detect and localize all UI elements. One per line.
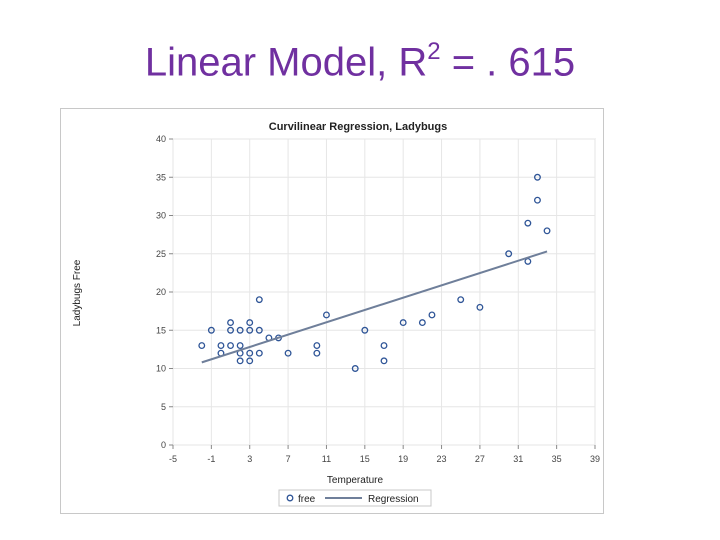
title-suffix: = . 615 — [440, 40, 576, 85]
data-point — [428, 311, 436, 319]
data-point — [246, 326, 254, 334]
data-point — [380, 357, 388, 365]
data-point — [227, 319, 234, 327]
regression-line — [201, 250, 548, 364]
data-point — [313, 342, 321, 349]
data-point — [236, 357, 244, 365]
x-tick-label: 15 — [360, 454, 370, 464]
x-axis-label: Temperature — [327, 475, 384, 486]
data-point — [418, 319, 426, 327]
data-point — [351, 365, 359, 372]
y-tick-label: 40 — [156, 134, 166, 144]
x-tick-label: 23 — [437, 454, 447, 464]
data-point — [198, 342, 206, 349]
axis-ticks: -5 -1 3 7 11 15 19 23 27 31 35 39 0 5 10 15 20 25 30 35 40 — [156, 134, 600, 464]
y-tick-label: 15 — [156, 325, 166, 335]
data-point — [236, 342, 244, 349]
y-tick-label: 25 — [156, 249, 166, 259]
data-point — [246, 349, 254, 357]
data-point — [457, 296, 465, 304]
x-tick-label: -5 — [169, 454, 177, 464]
y-tick-label: 10 — [156, 364, 166, 374]
title-prefix: Linear Model, R — [144, 40, 428, 85]
data-point — [380, 342, 388, 349]
y-axis-label: Ladybugs Free — [72, 259, 83, 326]
x-tick-label: 35 — [552, 454, 562, 464]
data-point — [361, 326, 369, 334]
data-point — [505, 250, 513, 258]
data-point — [227, 326, 234, 334]
chart-frame: Curvilinear Regression, Ladybugs -5 -1 3 7 1… — [60, 108, 604, 514]
x-tick-label: -1 — [207, 454, 215, 464]
data-point — [534, 196, 541, 204]
x-tick-label: 7 — [286, 454, 291, 464]
y-tick-label: 30 — [156, 211, 166, 221]
x-tick-label: 11 — [322, 454, 331, 464]
y-tick-label: 20 — [156, 287, 166, 297]
legend-marker-free — [286, 494, 294, 502]
data-point — [524, 219, 532, 227]
data-point — [543, 227, 551, 235]
y-tick-label: 35 — [156, 172, 166, 182]
x-tick-label: 39 — [590, 454, 600, 464]
series-layer — [198, 173, 551, 372]
x-tick-label: 19 — [398, 454, 408, 464]
x-tick-label: 31 — [513, 454, 523, 464]
data-point — [399, 319, 407, 327]
slide-title: Linear Model, R2 = . 615 — [0, 38, 720, 85]
y-tick-label: 0 — [161, 440, 166, 450]
data-point — [246, 319, 254, 327]
data-point — [236, 326, 244, 334]
legend-label-regression: Regression — [368, 494, 419, 505]
data-point — [323, 311, 330, 319]
data-point — [255, 349, 263, 357]
data-point — [284, 349, 292, 357]
data-point — [255, 326, 263, 334]
chart-title: Curvilinear Regression, Ladybugs — [269, 121, 448, 133]
data-point — [227, 342, 234, 349]
data-point — [313, 349, 321, 357]
x-tick-label: 27 — [475, 454, 485, 464]
data-point — [246, 357, 254, 365]
data-point — [534, 173, 541, 181]
legend: free Regression — [278, 489, 432, 507]
data-point — [476, 303, 484, 311]
data-point — [207, 326, 215, 334]
scatter-chart: Curvilinear Regression, Ladybugs -5 -1 3 7 1… — [72, 121, 600, 507]
data-point — [217, 342, 225, 349]
legend-label-free: free — [298, 494, 316, 505]
y-tick-label: 5 — [161, 402, 166, 412]
title-superscript: 2 — [427, 38, 441, 65]
x-tick-label: 3 — [247, 454, 252, 464]
grid-lines — [172, 138, 596, 446]
data-point — [255, 296, 263, 304]
